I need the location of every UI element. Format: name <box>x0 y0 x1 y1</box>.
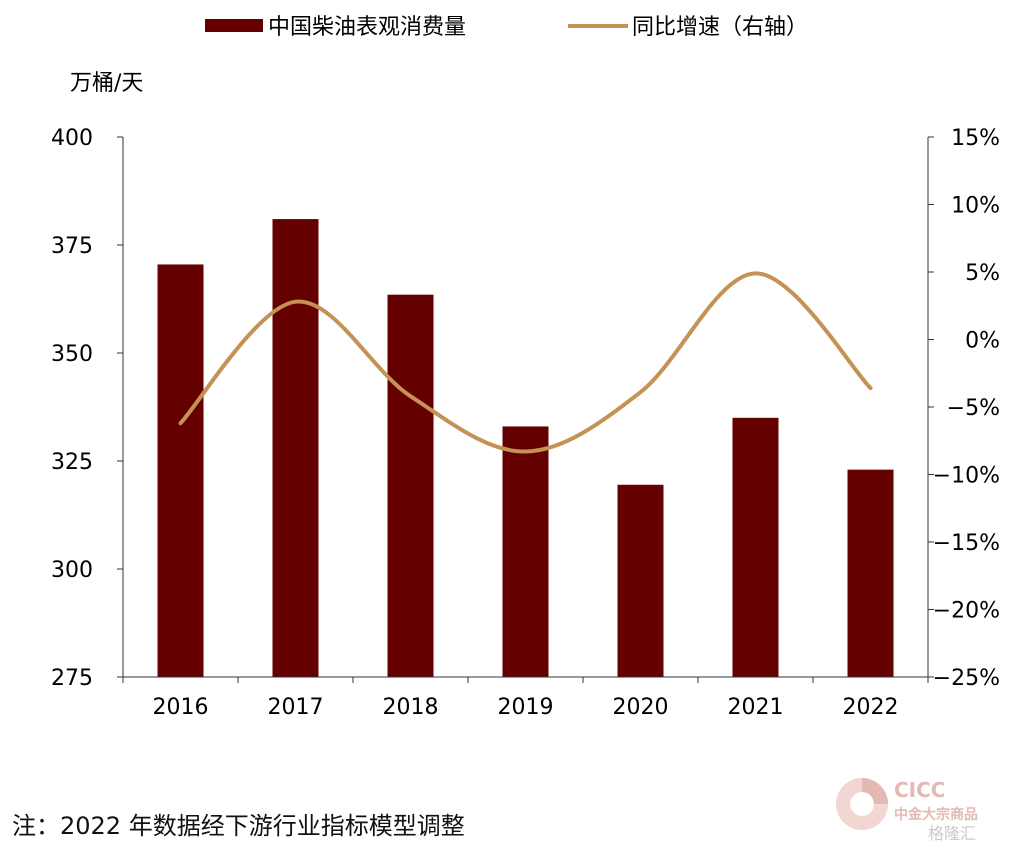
watermark: CICC 中金大宗商品 格隆汇 <box>832 772 1012 843</box>
x-tick-label: 2019 <box>498 695 554 720</box>
legend-bar-label: 中国柴油表观消费量 <box>268 15 466 40</box>
chart-note: 注：2022 年数据经下游行业指标模型调整 <box>12 812 465 840</box>
right-tick-label: 0% <box>965 329 1000 354</box>
bar-2016 <box>157 264 204 677</box>
left-axis-label: 万桶/天 <box>70 71 143 96</box>
right-tick-label: −10% <box>933 464 1000 489</box>
left-tick-label: 350 <box>51 342 93 367</box>
watermark-site: 格隆汇 <box>928 824 977 843</box>
bar-2018 <box>387 294 434 677</box>
x-tick-label: 2018 <box>383 695 439 720</box>
right-tick-label: 15% <box>951 126 1000 151</box>
bar-2022 <box>847 469 894 677</box>
left-tick-label: 325 <box>51 450 93 475</box>
x-tick-label: 2020 <box>613 695 669 720</box>
bar-2020 <box>617 484 664 677</box>
right-tick-label: −5% <box>947 396 1000 421</box>
right-tick-label: −15% <box>933 531 1000 556</box>
right-tick-label: −20% <box>933 599 1000 624</box>
watermark-brand: CICC <box>894 778 946 802</box>
bar-2017 <box>272 219 319 677</box>
x-tick-label: 2021 <box>728 695 784 720</box>
bar-2019 <box>502 426 549 677</box>
x-tick-label: 2022 <box>843 695 899 720</box>
chart: 中国柴油表观消费量 同比增速（右轴） 万桶/天 275 300 325 350 375 4… <box>51 15 1000 720</box>
x-tick-label: 2017 <box>268 695 324 720</box>
right-tick-label: 5% <box>965 261 1000 286</box>
right-tick-label: 10% <box>951 194 1000 219</box>
legend: 中国柴油表观消费量 同比增速（右轴） <box>205 15 808 40</box>
legend-line-label: 同比增速（右轴） <box>632 15 808 40</box>
left-tick-label: 375 <box>51 234 93 259</box>
left-tick-label: 300 <box>51 558 93 583</box>
bar-2021 <box>732 417 779 677</box>
left-tick-label: 275 <box>51 666 93 691</box>
right-tick-label: −25% <box>933 666 1000 691</box>
watermark-brand-cn: 中金大宗商品 <box>894 807 978 823</box>
legend-bar-swatch <box>205 19 263 32</box>
left-tick-label: 400 <box>51 126 93 151</box>
x-tick-label: 2016 <box>153 695 209 720</box>
cicc-logo-icon <box>836 778 888 830</box>
